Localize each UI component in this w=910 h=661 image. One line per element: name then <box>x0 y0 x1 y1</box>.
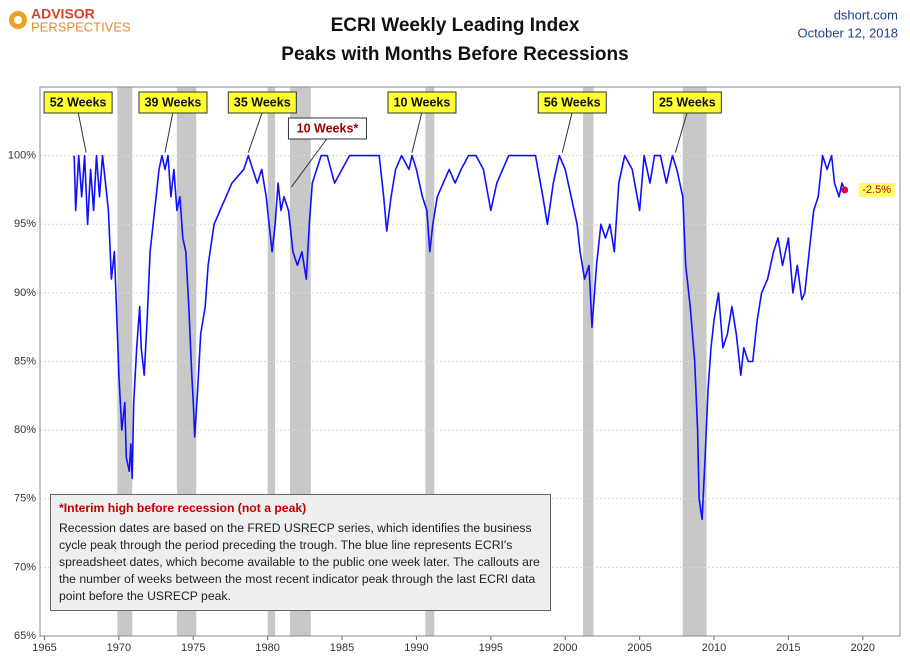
callout-label: 10 Weeks <box>394 95 451 109</box>
callout-label: 35 Weeks <box>234 95 291 109</box>
y-tick-label: 100% <box>8 150 36 162</box>
y-tick-label: 85% <box>14 355 36 367</box>
callout-box <box>138 91 208 114</box>
callout-label: 25 Weeks <box>659 95 716 109</box>
x-tick-label: 1970 <box>107 642 131 654</box>
chart-title: ECRI Weekly Leading Index <box>331 15 580 36</box>
callout-pointer <box>291 137 328 188</box>
y-tick-label: 70% <box>14 561 36 573</box>
y-tick-label: 95% <box>14 218 36 230</box>
y-tick-label: 80% <box>14 424 36 436</box>
note-box: *Interim high before recession (not a pe… <box>50 494 551 611</box>
callout-box <box>652 91 722 114</box>
logo-bottom: PERSPECTIVES <box>31 19 131 34</box>
x-tick-label: 1995 <box>479 642 503 654</box>
callout-box <box>43 91 113 114</box>
x-tick-label: 2005 <box>627 642 651 654</box>
callout-box <box>537 91 607 114</box>
note-heading: *Interim high before recession (not a pe… <box>59 501 307 515</box>
logo-top: ADVISOR <box>31 6 95 22</box>
recession-band <box>267 87 276 636</box>
callout-pointer <box>411 111 423 153</box>
y-tick-label: 65% <box>14 630 36 642</box>
last-label-bg <box>858 182 895 197</box>
callout-label: 39 Weeks <box>145 95 202 109</box>
date: October 12, 2018 <box>798 25 898 40</box>
last-label: -2.5% <box>862 184 891 196</box>
chart-subtitle: Peaks with Months Before Recessions <box>281 44 628 65</box>
note-text: Recession dates are based on the FRED US… <box>59 521 540 603</box>
callout-pointer <box>164 111 174 153</box>
x-tick-label: 1965 <box>32 642 56 654</box>
callout-label: 56 Weeks <box>544 95 601 109</box>
x-tick-label: 1980 <box>255 642 279 654</box>
x-tick-label: 1990 <box>404 642 428 654</box>
y-tick-label: 75% <box>14 493 36 505</box>
y-tick-label: 90% <box>14 287 36 299</box>
callout-pointer <box>247 111 263 153</box>
source: dshort.com <box>834 7 898 22</box>
callout-label: 52 Weeks <box>50 95 107 109</box>
last-point <box>841 186 849 194</box>
x-tick-label: 2010 <box>702 642 726 654</box>
x-tick-label: 1975 <box>181 642 205 654</box>
x-tick-label: 2000 <box>553 642 577 654</box>
logo-icon-center <box>14 16 22 24</box>
x-tick-label: 2020 <box>851 642 875 654</box>
callout-pointer <box>674 111 688 153</box>
x-tick-label: 1985 <box>330 642 354 654</box>
plot-frame <box>39 86 901 637</box>
callout-box <box>387 91 457 114</box>
callout-box <box>287 117 367 140</box>
callout-box <box>227 91 297 114</box>
series-line <box>73 154 846 521</box>
callout-label: 10 Weeks* <box>297 121 359 135</box>
callout-pointer <box>77 111 87 153</box>
callout-pointer <box>561 111 573 153</box>
x-tick-label: 2015 <box>776 642 800 654</box>
